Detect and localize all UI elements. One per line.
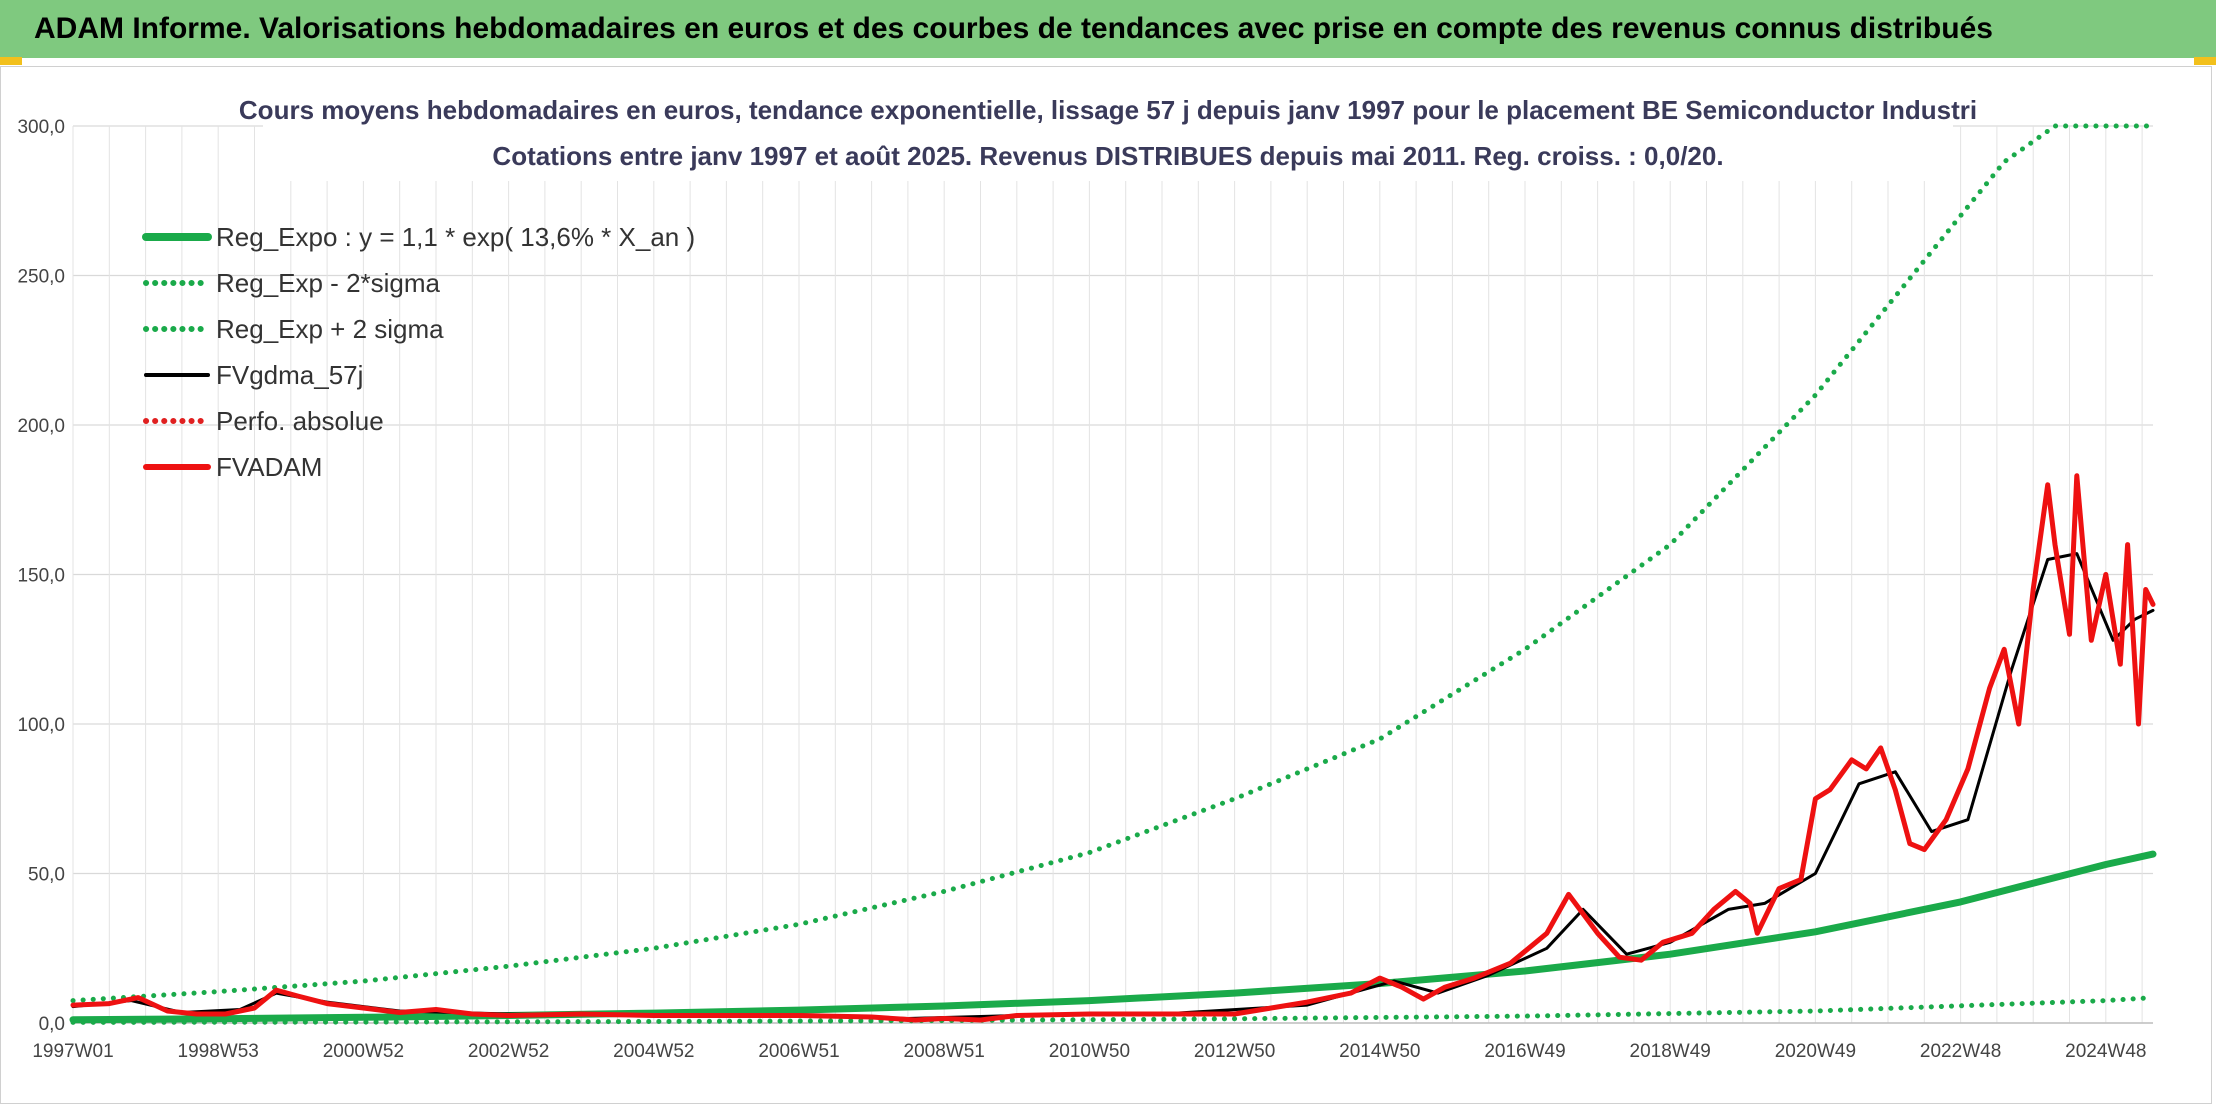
x-tick-label: 2006W51 xyxy=(758,1041,839,1062)
x-tick-label: 1998W53 xyxy=(178,1041,259,1062)
series-line-2 xyxy=(70,123,2156,1004)
x-tick-label: 2004W52 xyxy=(613,1041,694,1062)
chart-titles: Cours moyens hebdomadaires en euros, ten… xyxy=(239,67,1977,181)
y-tick-label: 300,0 xyxy=(17,117,65,138)
x-tick-label: 2024W48 xyxy=(2065,1041,2146,1062)
banner-corner-accent-left xyxy=(0,57,22,65)
y-tick-label: 100,0 xyxy=(17,715,65,736)
legend-label: FVADAM xyxy=(216,452,322,482)
legend-label: Reg_Exp - 2*sigma xyxy=(216,268,441,298)
x-tick-label: 2022W48 xyxy=(1920,1041,2001,1062)
x-axis-tick-labels: 1997W01 1998W53 2000W52 2002W52 2004W52 2006W… xyxy=(32,1041,2146,1062)
x-tick-label: 2018W49 xyxy=(1630,1041,1711,1062)
y-tick-label: 250,0 xyxy=(17,267,65,288)
x-tick-label: 2014W50 xyxy=(1339,1041,1420,1062)
chart-subtitle: Cotations entre janv 1997 et août 2025. … xyxy=(492,141,1723,171)
x-tick-label: 2000W52 xyxy=(323,1041,404,1062)
chart-title: Cours moyens hebdomadaires en euros, ten… xyxy=(239,95,1977,125)
legend-label: Reg_Expo : y = 1,1 * exp( 13,6% * X_an ) xyxy=(216,222,695,252)
series-line-1 xyxy=(70,995,2156,1025)
y-tick-label: 50,0 xyxy=(28,865,65,886)
report-banner-title: ADAM Informe. Valorisations hebdomadaire… xyxy=(0,0,2216,58)
x-tick-label: 2002W52 xyxy=(468,1041,549,1062)
x-tick-label: 2010W50 xyxy=(1049,1041,1130,1062)
y-axis-tick-labels: 0,0 50,0 100,0 150,0 200,0 250,0 300,0 xyxy=(17,117,65,1035)
x-tick-label: 2020W49 xyxy=(1775,1041,1856,1062)
x-tick-label: 2008W51 xyxy=(904,1041,985,1062)
series-line-3 xyxy=(71,552,2155,1020)
legend-label: FVgdma_57j xyxy=(216,360,363,390)
series-line-0 xyxy=(69,850,2157,1024)
legend-label: Perfo. absolue xyxy=(216,406,384,436)
chart-legend: Reg_Expo : y = 1,1 * exp( 13,6% * X_an )… xyxy=(142,222,695,482)
y-tick-label: 200,0 xyxy=(17,416,65,437)
x-tick-label: 1997W01 xyxy=(32,1041,113,1062)
gridlines xyxy=(72,125,2153,1024)
banner-corner-accent-right xyxy=(2194,57,2216,65)
title-background xyxy=(263,67,1953,181)
legend-label: Reg_Exp + 2 sigma xyxy=(216,314,444,344)
y-tick-label: 0,0 xyxy=(39,1014,65,1035)
series-lines xyxy=(69,123,2157,1025)
line-chart: 0,0 50,0 100,0 150,0 200,0 250,0 300,0 1997W01… xyxy=(17,67,2157,1062)
y-tick-label: 150,0 xyxy=(17,566,65,587)
x-tick-label: 2016W49 xyxy=(1484,1041,1565,1062)
series-line-5 xyxy=(70,473,2156,1023)
chart-area: 0,0 50,0 100,0 150,0 200,0 250,0 300,0 1997W01… xyxy=(0,66,2212,1104)
x-tick-label: 2012W50 xyxy=(1194,1041,1275,1062)
